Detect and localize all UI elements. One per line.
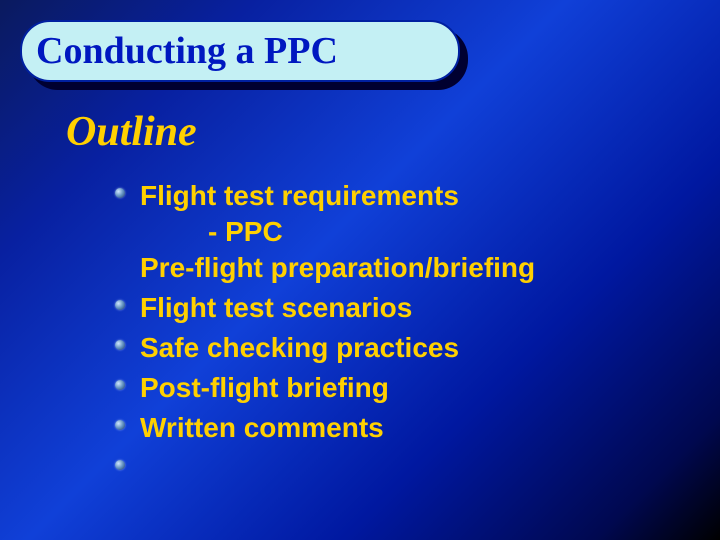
bullet-icon (115, 420, 125, 430)
list-item-text: Safe checking practices (140, 330, 660, 366)
list-item-subline: - PPC (140, 214, 660, 250)
bullet-cell (100, 370, 140, 390)
bullet-icon (115, 340, 125, 350)
list-item (100, 450, 660, 470)
slide-title: Conducting a PPC (36, 29, 338, 73)
list-item-subline: Pre-flight preparation/briefing (140, 250, 660, 286)
bullet-icon (115, 300, 125, 310)
slide-subtitle: Outline (66, 108, 197, 156)
list-item: Post-flight briefing (100, 370, 660, 406)
title-box: Conducting a PPC (20, 20, 460, 82)
bullet-cell (100, 450, 140, 470)
bullet-icon (115, 460, 125, 470)
list-item-line: Flight test requirements (140, 178, 660, 214)
bullet-icon (115, 188, 125, 198)
bullet-cell (100, 290, 140, 310)
outline-list: Flight test requirements - PPC Pre-fligh… (100, 178, 660, 474)
list-item: Written comments (100, 410, 660, 446)
list-item-text: Flight test requirements - PPC Pre-fligh… (140, 178, 660, 286)
list-item-text: Written comments (140, 410, 660, 446)
bullet-cell (100, 410, 140, 430)
list-item-text: Flight test scenarios (140, 290, 660, 326)
bullet-icon (115, 380, 125, 390)
list-item: Flight test requirements - PPC Pre-fligh… (100, 178, 660, 286)
list-item-text: Post-flight briefing (140, 370, 660, 406)
bullet-cell (100, 178, 140, 198)
list-item: Flight test scenarios (100, 290, 660, 326)
bullet-cell (100, 330, 140, 350)
list-item: Safe checking practices (100, 330, 660, 366)
